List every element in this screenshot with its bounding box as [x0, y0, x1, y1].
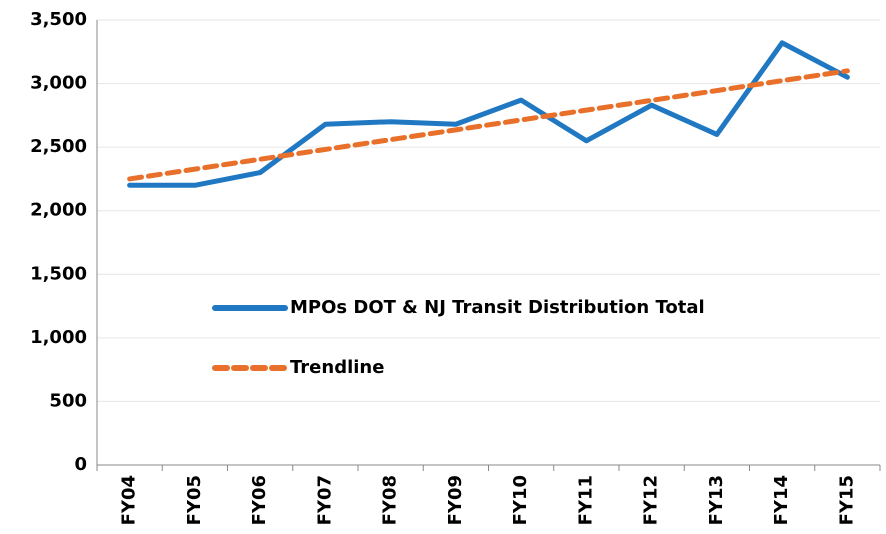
x-tick-label: FY14	[771, 475, 792, 525]
x-tick-label: FY10	[510, 475, 531, 525]
y-tick-label: 500	[49, 390, 87, 411]
x-tick-label: FY15	[836, 475, 857, 525]
y-tick-label: 2,000	[30, 200, 87, 221]
legend-label: Trendline	[290, 357, 384, 378]
legend-label: MPOs DOT & NJ Transit Distribution Total	[290, 297, 705, 318]
y-tick-label: 3,500	[30, 9, 87, 30]
y-tick-label: 0	[74, 454, 87, 475]
x-tick-label: FY08	[380, 475, 401, 525]
x-tick-label: FY04	[119, 475, 140, 525]
x-tick-label: FY13	[706, 475, 727, 525]
series-line	[127, 68, 850, 182]
y-tick-label: 1,000	[30, 327, 87, 348]
x-tick-label: FY07	[314, 475, 335, 525]
y-tick-label: 1,500	[30, 263, 87, 284]
series-line	[127, 40, 850, 188]
x-tick-label: FY11	[575, 475, 596, 525]
x-tick-label: FY06	[249, 475, 270, 525]
x-tick-label: FY12	[641, 475, 662, 525]
x-tick-label: FY05	[184, 475, 205, 525]
x-tick-label: FY09	[445, 475, 466, 525]
y-tick-label: 3,000	[30, 73, 87, 94]
y-tick-label: 2,500	[30, 136, 87, 157]
